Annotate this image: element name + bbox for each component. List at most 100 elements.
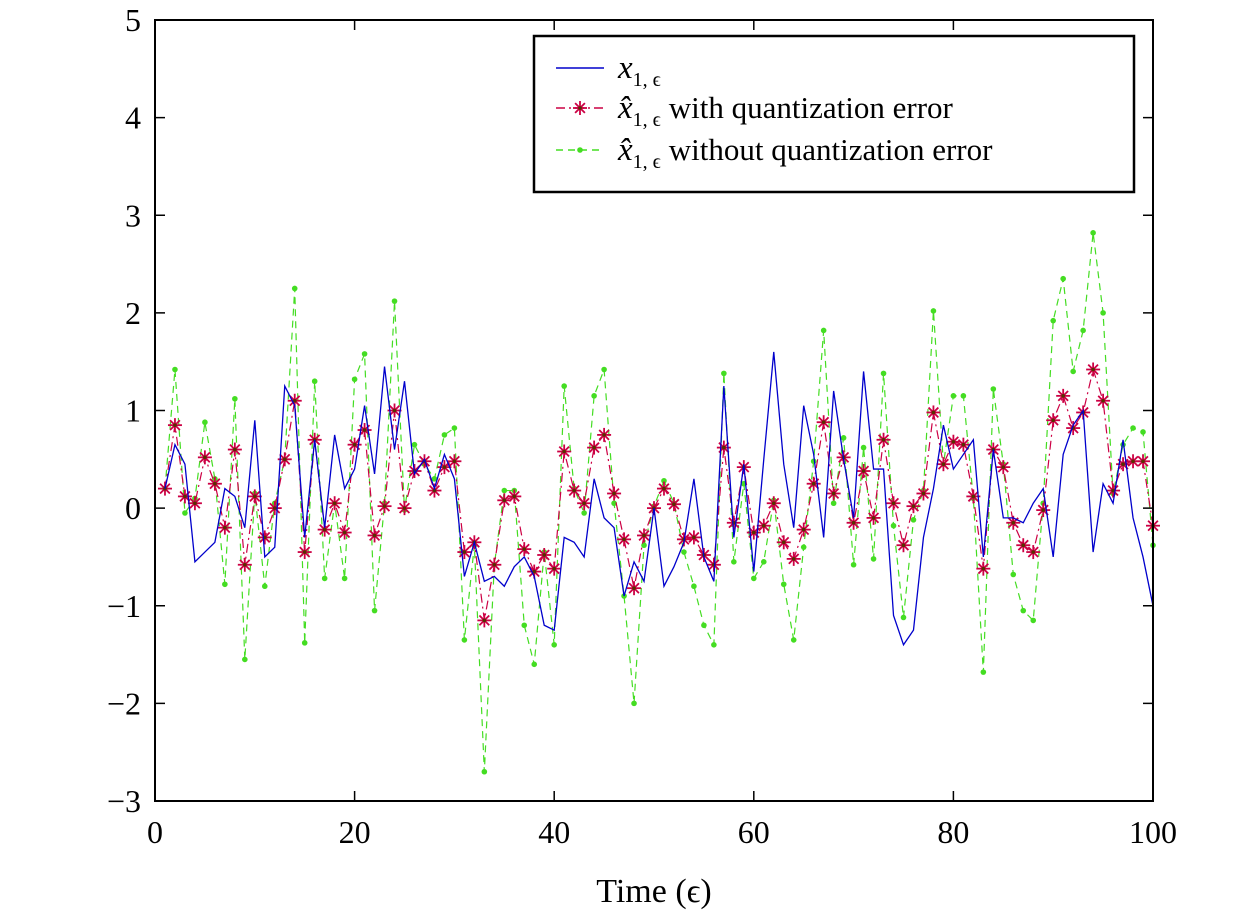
data-point <box>960 393 967 399</box>
data-point <box>232 395 238 402</box>
data-point <box>1100 310 1106 316</box>
data-point <box>1106 483 1121 498</box>
data-point <box>521 622 528 629</box>
data-point <box>996 460 1011 475</box>
y-tick-label: −2 <box>107 685 141 721</box>
data-point <box>950 393 957 399</box>
data-point <box>946 434 961 449</box>
data-point <box>481 768 488 775</box>
data-point <box>711 642 717 648</box>
data-point <box>1030 617 1037 624</box>
data-point <box>1080 327 1086 334</box>
data-point <box>1050 317 1056 324</box>
data-point <box>691 583 697 590</box>
data-point <box>182 510 188 516</box>
data-point <box>431 476 438 482</box>
x-tick-label: 20 <box>339 814 371 850</box>
data-point <box>896 538 911 553</box>
data-point <box>367 528 382 543</box>
y-tick-label: 1 <box>125 393 141 429</box>
data-point <box>257 530 272 545</box>
x-tick-label: 0 <box>147 814 163 850</box>
data-point <box>686 530 701 545</box>
data-point <box>487 557 502 572</box>
data-point <box>601 366 607 373</box>
data-point <box>1070 368 1076 375</box>
data-point <box>327 496 342 511</box>
x-axis-title: Time (ϵ) <box>596 873 711 910</box>
data-point <box>1060 275 1066 282</box>
data-point <box>371 607 378 614</box>
data-point <box>561 383 567 389</box>
data-point <box>507 489 522 504</box>
data-point <box>267 501 282 516</box>
data-point <box>856 464 871 479</box>
data-point <box>411 441 418 448</box>
data-point <box>247 489 262 504</box>
data-point <box>361 351 368 357</box>
data-point <box>800 544 807 550</box>
ticks-layer: 0 20 40 60 80 100 −3 −2 −1 0 1 2 3 4 5 <box>107 2 1177 850</box>
data-point <box>1126 454 1141 469</box>
data-point <box>840 435 847 441</box>
data-point <box>870 556 877 562</box>
data-point <box>581 510 587 516</box>
data-point <box>906 499 921 514</box>
x-tick-label: 80 <box>937 814 969 850</box>
series-line <box>164 232 1154 772</box>
data-point <box>573 101 587 115</box>
data-point <box>577 496 592 511</box>
x-tick-label: 60 <box>738 814 770 850</box>
data-point <box>780 581 787 588</box>
data-point <box>1026 545 1041 560</box>
data-point <box>321 575 328 582</box>
legend-box <box>532 34 1136 194</box>
data-point <box>391 298 398 304</box>
data-point <box>1140 429 1146 435</box>
y-tick-label: −1 <box>107 588 141 624</box>
data-point <box>830 500 837 507</box>
data-point <box>826 486 841 501</box>
data-point <box>311 378 318 385</box>
data-point <box>167 418 182 433</box>
data-point <box>577 147 583 153</box>
legend-label: x1, ϵ <box>617 50 661 91</box>
data-point <box>377 499 392 514</box>
data-point <box>291 285 298 292</box>
data-point <box>820 327 827 334</box>
data-point <box>287 393 302 408</box>
data-point <box>990 386 997 392</box>
data-point <box>397 501 412 516</box>
data-point <box>501 487 508 494</box>
data-point <box>637 528 652 543</box>
data-point <box>760 559 767 565</box>
data-point <box>866 510 881 525</box>
data-point <box>930 308 937 314</box>
data-point <box>222 581 228 588</box>
data-point <box>656 481 671 496</box>
data-point <box>796 522 811 537</box>
data-point <box>597 427 612 442</box>
series-0 <box>164 351 1154 647</box>
data-point <box>1016 538 1031 553</box>
data-point <box>261 583 268 590</box>
data-point <box>551 642 557 648</box>
data-point <box>816 415 831 430</box>
data-point <box>666 497 681 512</box>
data-point <box>461 637 468 643</box>
x-tick-label: 100 <box>1129 814 1177 850</box>
data-point <box>617 532 632 547</box>
data-point <box>627 581 642 596</box>
data-point <box>1090 230 1096 236</box>
data-point <box>557 444 572 459</box>
data-point <box>910 517 917 523</box>
data-point <box>531 661 538 668</box>
data-point <box>661 477 667 484</box>
data-point <box>731 559 737 565</box>
data-point <box>850 561 857 568</box>
data-point <box>607 486 622 501</box>
y-tick-label: 4 <box>125 100 141 136</box>
data-point <box>790 637 797 643</box>
